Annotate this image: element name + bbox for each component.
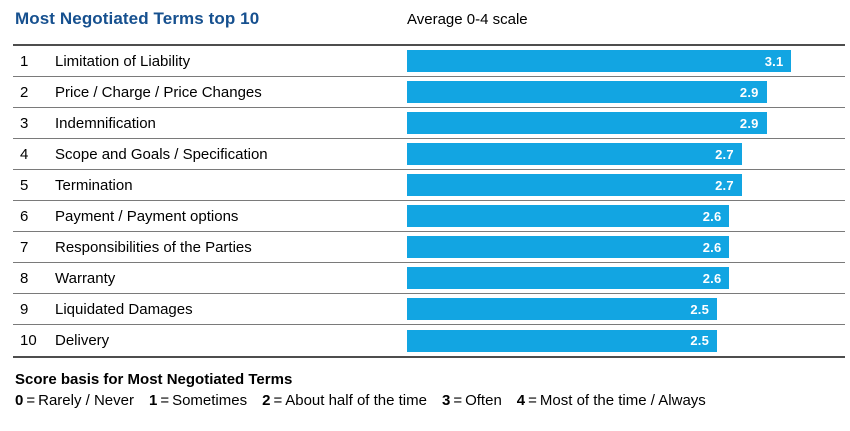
value-label: 2.6	[702, 208, 722, 224]
bar-track: 3.1	[407, 50, 845, 72]
score-legend-item: 0 = Rarely / Never	[15, 392, 134, 409]
table-row: 6 Payment / Payment options 2.6	[13, 201, 845, 232]
term-label: Warranty	[55, 269, 116, 287]
rank-label: 7	[20, 238, 29, 256]
table-row: 2 Price / Charge / Price Changes 2.9	[13, 77, 845, 108]
value-label: 2.7	[715, 146, 734, 162]
value-bar: 2.5	[407, 329, 717, 352]
rank-label: 1	[20, 52, 29, 70]
term-label: Price / Charge / Price Changes	[55, 83, 262, 101]
value-bar: 2.6	[407, 267, 730, 289]
score-number: 1	[148, 392, 158, 409]
score-legend-item: 1 = Sometimes	[148, 392, 248, 409]
table-row: 7 Responsibilities of the Parties 2.6	[13, 232, 845, 263]
bar-track: 2.5	[407, 298, 845, 320]
chart-title: Most Negotiated Terms top 10	[15, 9, 260, 28]
value-label: 2.9	[739, 115, 759, 131]
table-row: 4 Scope and Goals / Specification 2.7	[13, 139, 845, 170]
value-bar: 2.7	[407, 143, 742, 165]
table-row: 5 Termination 2.7	[13, 170, 845, 201]
value-label: 2.9	[739, 84, 759, 100]
bar-track: 2.6	[407, 267, 845, 289]
value-bar: 2.6	[407, 205, 730, 227]
score-number: 4	[516, 392, 526, 409]
value-label: 2.5	[690, 301, 709, 317]
score-number: 0	[15, 392, 24, 409]
score-number: 3	[441, 392, 451, 409]
bar-track: 2.9	[407, 81, 845, 103]
value-bar: 2.5	[407, 298, 717, 320]
bar-track: 2.6	[407, 205, 845, 227]
rank-label: 9	[20, 300, 29, 318]
value-bar: 2.7	[407, 174, 742, 196]
table-row: 10 Delivery 2.5	[13, 325, 845, 356]
term-label: Termination	[55, 176, 133, 194]
score-number: 2	[262, 392, 271, 409]
table-row: 9 Liquidated Damages 2.5	[13, 294, 845, 325]
table-row: 3 Indemnification 2.9	[13, 108, 845, 139]
table-row: 1 Limitation of Liability 3.1	[13, 46, 845, 77]
term-label: Limitation of Liability	[55, 52, 191, 70]
bar-track: 2.5	[407, 329, 845, 352]
term-label: Scope and Goals / Specification	[55, 145, 268, 163]
rank-label: 2	[20, 83, 29, 101]
table-row: 8 Warranty 2.6	[13, 263, 845, 294]
bar-track: 2.6	[407, 236, 845, 258]
rank-label: 4	[20, 145, 29, 163]
bar-track: 2.7	[407, 143, 845, 165]
value-label: 2.5	[690, 333, 709, 348]
score-legend-item: 3 = Often	[441, 392, 502, 409]
term-label: Responsibilities of the Parties	[55, 238, 252, 256]
rank-label: 10	[20, 332, 37, 349]
bar-track: 2.9	[407, 112, 845, 134]
value-bar: 3.1	[407, 50, 792, 72]
chart-subtitle: Average 0-4 scale	[407, 11, 528, 28]
value-label: 3.1	[764, 53, 784, 69]
chart-header: Most Negotiated Terms top 10 Average 0-4…	[13, 0, 845, 44]
rank-label: 8	[20, 269, 29, 287]
rank-label: 3	[20, 114, 29, 132]
score-legend-item: 4 = Most of the time / Always	[516, 392, 706, 409]
bar-chart: 1 Limitation of Liability 3.1 2 Price / …	[13, 44, 845, 358]
score-basis-footer: Score basis for Most Negotiated Terms 0 …	[13, 371, 845, 409]
term-label: Payment / Payment options	[55, 207, 239, 225]
rank-label: 6	[20, 207, 29, 225]
term-label: Delivery	[55, 332, 110, 349]
value-label: 2.6	[702, 270, 722, 286]
value-bar: 2.9	[407, 112, 767, 134]
bar-track: 2.7	[407, 174, 845, 196]
score-basis-heading: Score basis for Most Negotiated Terms	[15, 371, 293, 388]
score-legend: 0 = Rarely / Never 1 = Sometimes 2 = About…	[15, 392, 845, 409]
term-label: Liquidated Damages	[55, 300, 193, 318]
value-bar: 2.6	[407, 236, 730, 258]
value-label: 2.6	[702, 239, 722, 255]
value-label: 2.7	[715, 177, 734, 193]
term-label: Indemnification	[55, 114, 156, 132]
value-bar: 2.9	[407, 81, 767, 103]
score-legend-item: 2 = About half of the time	[262, 392, 427, 409]
rank-label: 5	[20, 176, 29, 194]
